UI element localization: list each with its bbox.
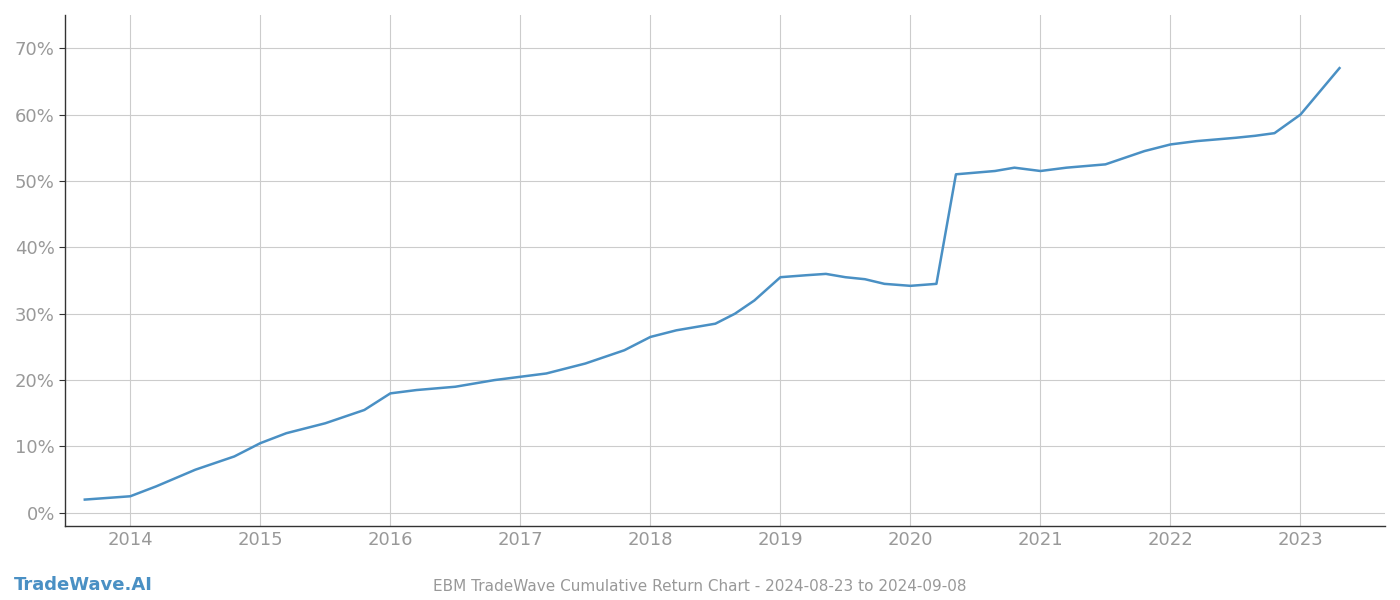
Text: TradeWave.AI: TradeWave.AI	[14, 576, 153, 594]
Text: EBM TradeWave Cumulative Return Chart - 2024-08-23 to 2024-09-08: EBM TradeWave Cumulative Return Chart - …	[433, 579, 967, 594]
